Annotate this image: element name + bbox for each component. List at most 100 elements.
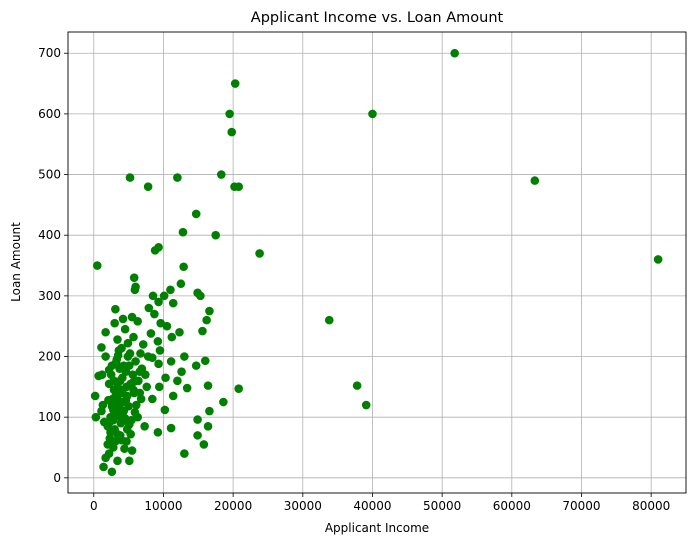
data-point bbox=[138, 340, 148, 349]
data-point bbox=[202, 315, 211, 325]
data-point bbox=[123, 338, 133, 348]
x-tick-label: 60000 bbox=[493, 499, 531, 513]
data-point bbox=[131, 357, 140, 366]
data-point bbox=[105, 417, 115, 427]
data-point bbox=[168, 391, 178, 401]
x-tick-label: 80000 bbox=[632, 499, 670, 513]
data-point bbox=[166, 423, 176, 433]
y-tick-label: 700 bbox=[38, 46, 61, 60]
data-point bbox=[113, 335, 122, 344]
data-point bbox=[111, 401, 120, 411]
data-point bbox=[182, 383, 192, 393]
data-point bbox=[113, 456, 122, 466]
y-tick-label: 100 bbox=[38, 410, 61, 424]
x-tick-label: 40000 bbox=[353, 499, 391, 513]
data-point bbox=[191, 361, 201, 370]
data-point bbox=[136, 349, 145, 358]
data-point bbox=[219, 397, 228, 407]
data-point bbox=[234, 182, 243, 191]
data-point bbox=[203, 421, 213, 431]
data-point bbox=[178, 227, 188, 237]
data-point bbox=[530, 176, 540, 185]
data-point bbox=[193, 431, 202, 440]
data-point bbox=[129, 377, 138, 387]
data-point bbox=[101, 352, 110, 361]
data-point bbox=[119, 361, 129, 370]
data-point bbox=[203, 381, 213, 390]
data-point bbox=[205, 406, 214, 416]
data-point bbox=[205, 306, 214, 316]
data-point bbox=[154, 359, 163, 369]
data-point bbox=[155, 346, 165, 355]
data-point bbox=[161, 373, 170, 383]
data-point bbox=[111, 304, 120, 314]
plot-area-frame bbox=[67, 31, 687, 494]
data-point bbox=[114, 346, 124, 355]
data-point bbox=[653, 255, 663, 264]
data-point bbox=[148, 291, 158, 301]
data-point bbox=[150, 309, 159, 319]
data-point bbox=[94, 371, 103, 381]
data-point bbox=[112, 409, 122, 419]
y-tick-label: 400 bbox=[38, 228, 61, 242]
data-point bbox=[104, 449, 114, 458]
data-point bbox=[146, 329, 156, 338]
data-point bbox=[166, 357, 176, 366]
data-point bbox=[120, 324, 130, 334]
data-point bbox=[120, 444, 129, 454]
data-point bbox=[230, 79, 240, 88]
data-point bbox=[121, 395, 131, 405]
data-point bbox=[130, 285, 140, 295]
data-point bbox=[154, 297, 163, 307]
data-point bbox=[140, 421, 149, 431]
data-point bbox=[180, 449, 189, 458]
data-point bbox=[131, 400, 141, 410]
data-point bbox=[450, 48, 459, 58]
x-tick-label: 10000 bbox=[144, 499, 182, 513]
x-tick-label: 50000 bbox=[423, 499, 461, 513]
data-point bbox=[191, 209, 201, 219]
data-point bbox=[143, 352, 153, 361]
data-point bbox=[109, 376, 119, 386]
data-point bbox=[160, 405, 170, 415]
data-point bbox=[129, 332, 138, 342]
data-point bbox=[168, 298, 178, 308]
data-point bbox=[216, 170, 226, 179]
data-point bbox=[180, 352, 189, 361]
x-tick-label: 0 bbox=[90, 499, 98, 513]
data-point bbox=[110, 318, 119, 328]
data-point bbox=[196, 291, 205, 301]
data-point bbox=[167, 332, 177, 342]
data-point bbox=[125, 456, 134, 466]
data-point bbox=[173, 376, 182, 386]
data-point bbox=[179, 262, 188, 272]
data-point bbox=[127, 415, 136, 425]
data-point bbox=[227, 127, 237, 137]
data-point bbox=[142, 382, 152, 392]
data-point bbox=[148, 394, 157, 404]
data-point bbox=[177, 367, 186, 376]
data-point bbox=[115, 431, 125, 440]
data-point bbox=[137, 364, 147, 373]
data-point bbox=[122, 437, 131, 446]
data-point bbox=[154, 382, 164, 392]
data-point bbox=[97, 343, 106, 352]
data-point bbox=[125, 349, 135, 358]
data-point bbox=[198, 326, 207, 336]
x-axis-label: Applicant Income bbox=[325, 521, 429, 535]
data-point bbox=[129, 388, 139, 398]
data-point bbox=[175, 327, 184, 337]
data-point bbox=[150, 246, 160, 255]
data-point bbox=[91, 412, 101, 422]
data-point bbox=[200, 356, 210, 366]
data-point bbox=[99, 462, 108, 472]
data-point bbox=[234, 384, 243, 393]
data-point bbox=[361, 400, 371, 410]
y-tick-label: 600 bbox=[38, 107, 61, 121]
data-point bbox=[144, 303, 154, 313]
data-point bbox=[193, 415, 202, 424]
data-point bbox=[143, 182, 153, 191]
y-tick-label: 300 bbox=[38, 289, 61, 303]
data-point bbox=[173, 173, 182, 182]
